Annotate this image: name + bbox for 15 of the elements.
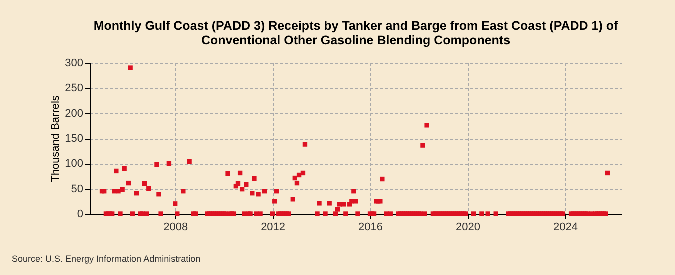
y-axis-title: Thousand Barrels bbox=[50, 95, 62, 182]
source-note: Source: U.S. Energy Information Administration bbox=[12, 254, 201, 264]
y-tick-label: 50 bbox=[71, 183, 84, 196]
x-tick-label: 2012 bbox=[261, 222, 286, 234]
y-tick-label: 150 bbox=[65, 133, 84, 145]
y-tick-label: 100 bbox=[65, 158, 84, 170]
y-tick-label: 300 bbox=[65, 58, 84, 70]
x-tick-label: 2008 bbox=[164, 222, 188, 234]
x-tick-label: 2024 bbox=[553, 222, 578, 234]
y-tick-label: 0 bbox=[77, 208, 84, 220]
x-tick-label: 2020 bbox=[456, 222, 480, 234]
chart-title: Monthly Gulf Coast (PADD 3) Receipts by Tanker and Barge from East Coast (PADD 1) of Conventional Other Gasoline Blending Components bbox=[94, 19, 620, 48]
y-tick-label: 250 bbox=[65, 82, 84, 95]
x-tick-label: 2016 bbox=[358, 222, 384, 234]
y-tick-label: 200 bbox=[65, 108, 84, 120]
